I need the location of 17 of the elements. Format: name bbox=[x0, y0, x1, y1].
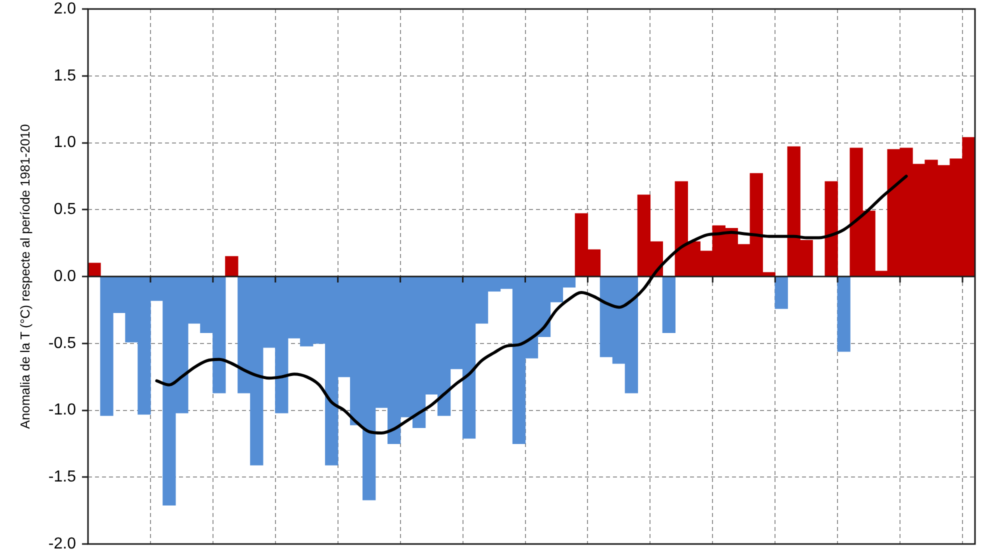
y-tick-label: 0.5 bbox=[54, 201, 76, 218]
y-tick-label: -1.0 bbox=[48, 402, 76, 419]
y-tick-label: 1.0 bbox=[54, 134, 76, 152]
y-tick-label: -0.5 bbox=[48, 334, 76, 352]
bar bbox=[837, 276, 850, 352]
y-tick-label: -1.5 bbox=[48, 468, 76, 486]
y-axis-title: Anomalia de la T (°C) respecte al període 1981-2010 bbox=[17, 124, 32, 429]
y-tick-label: 1.5 bbox=[54, 67, 76, 84]
y-tick-label: 2.0 bbox=[54, 0, 76, 18]
bar bbox=[824, 181, 838, 276]
y-tick-label: 0.0 bbox=[54, 268, 76, 285]
bar bbox=[662, 276, 676, 334]
bar bbox=[774, 276, 788, 309]
bar bbox=[88, 262, 101, 276]
line-series bbox=[155, 174, 908, 434]
y-tick-label: -2.0 bbox=[48, 535, 76, 552]
bar bbox=[225, 256, 238, 276]
